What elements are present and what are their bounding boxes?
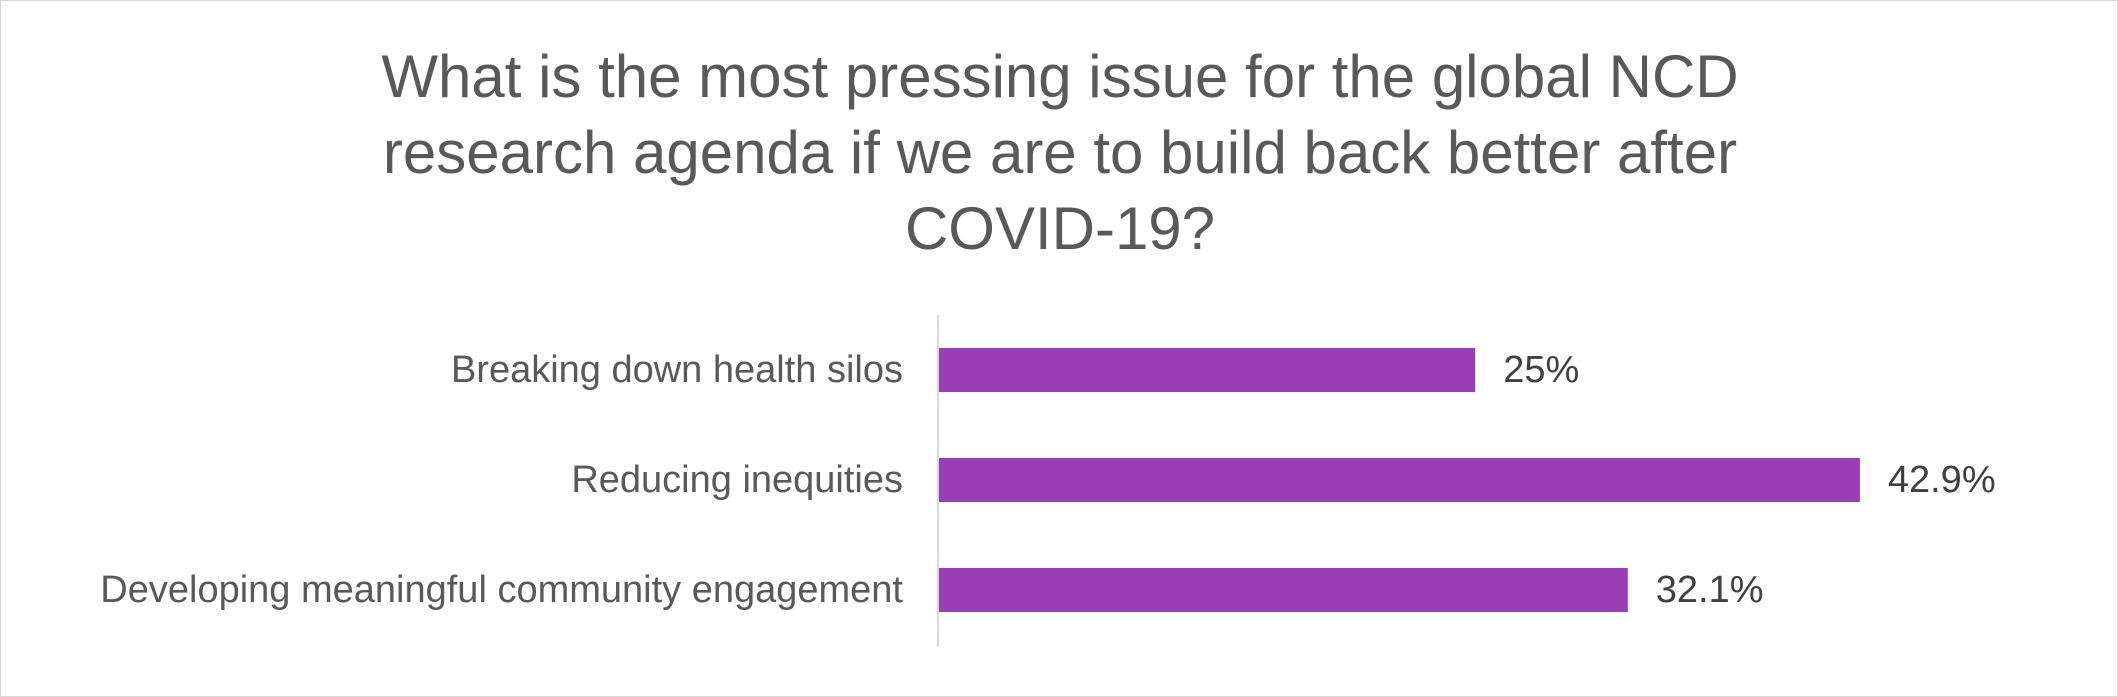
chart-title: What is the most pressing issue for the … <box>381 43 1739 262</box>
category-label: Breaking down health silos <box>451 349 903 391</box>
bar <box>938 568 1628 612</box>
bar <box>938 458 1860 502</box>
bar <box>938 348 1476 392</box>
data-label: 25% <box>1503 349 1579 391</box>
category-label: Developing meaningful community engageme… <box>100 569 903 611</box>
data-label: 42.9% <box>1888 459 1996 501</box>
category-label: Reducing inequities <box>571 459 903 501</box>
data-label: 32.1% <box>1656 569 1764 611</box>
